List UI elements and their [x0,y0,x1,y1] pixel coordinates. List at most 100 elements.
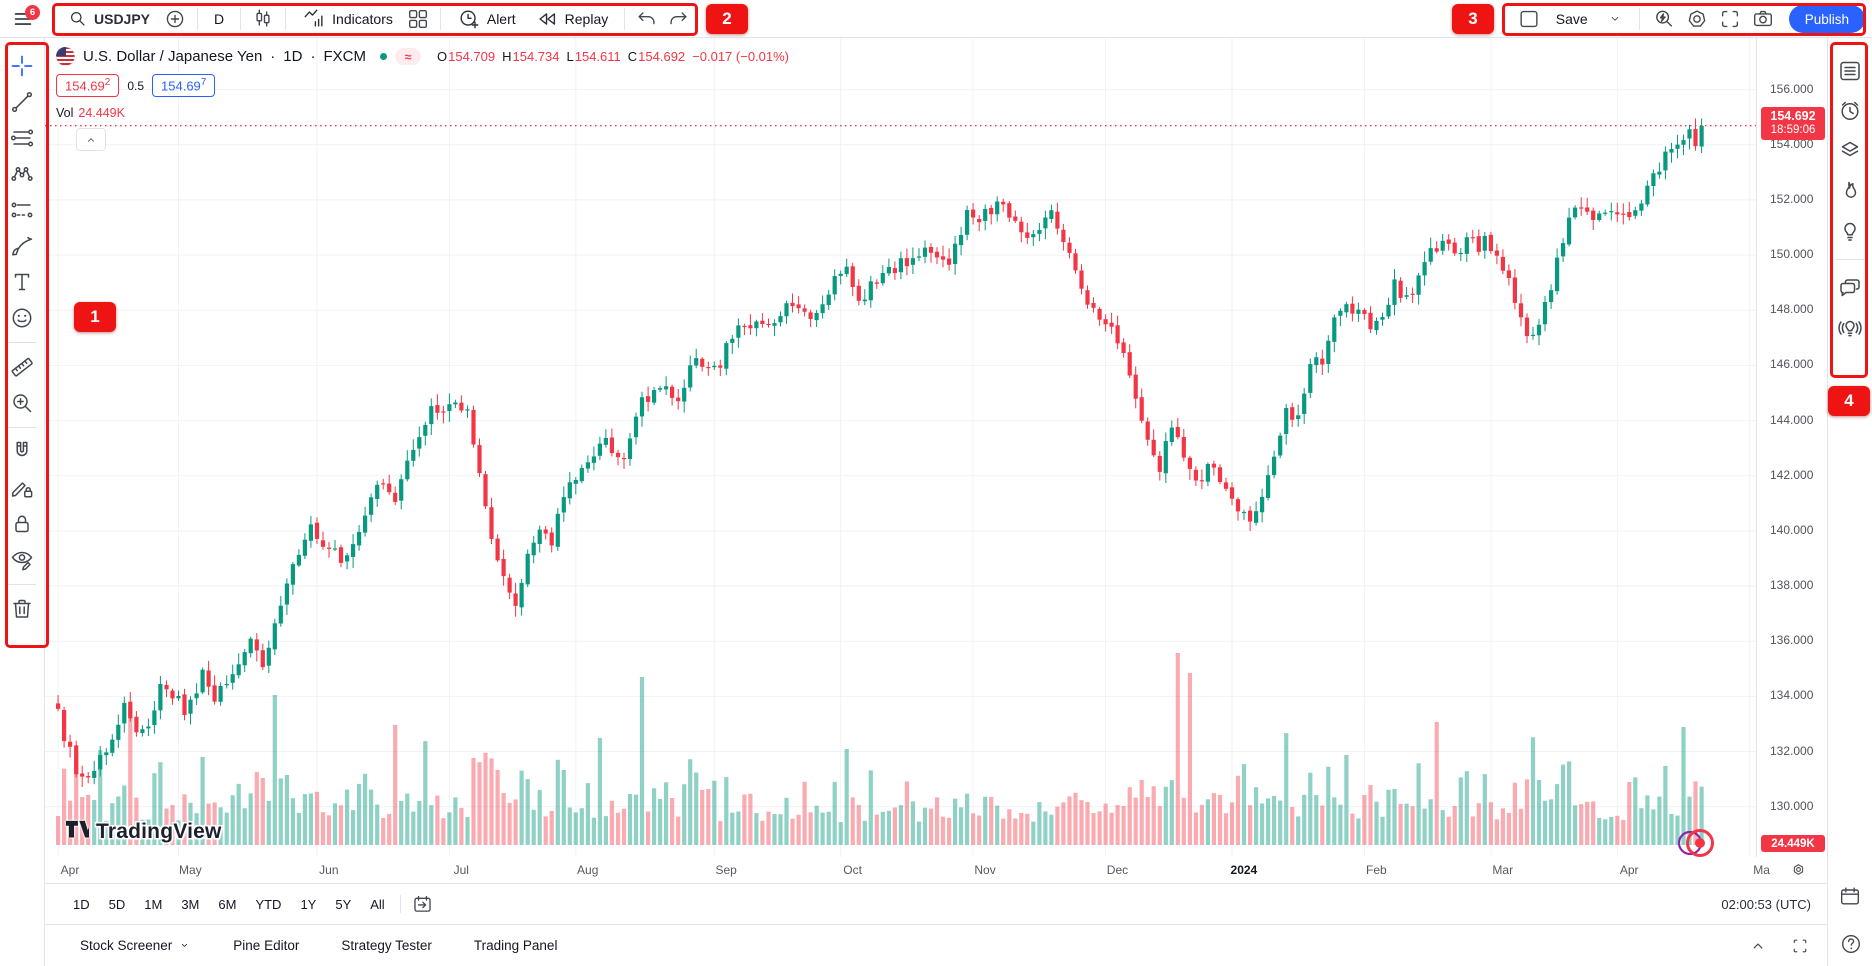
buy-price-button[interactable]: 154.697 [152,74,216,98]
candlestick-volume-svg [45,38,1756,857]
price-scale-axis[interactable]: 154.692 18:59:06 24.449K 156.000 154.000 1… [1756,38,1827,857]
range-ytd-button[interactable]: YTD [247,893,289,916]
xabcd-pattern-icon[interactable] [7,159,37,189]
range-1m-button[interactable]: 1M [136,893,170,916]
top-right-actions: Save Publish [1514,0,1865,38]
quick-search-icon[interactable] [1649,4,1679,34]
undo-button[interactable] [632,4,662,34]
tab-pine-editor[interactable]: Pine Editor [233,938,300,953]
chart-settings-gear-icon[interactable] [1682,4,1712,34]
chart-style-button[interactable] [248,4,278,34]
range-1y-button[interactable]: 1Y [292,893,324,916]
tab-strategy-tester[interactable]: Strategy Tester [341,938,432,953]
alerts-clock-icon[interactable] [1835,96,1865,126]
publish-button[interactable]: Publish [1788,5,1865,33]
magnet-icon[interactable] [7,437,37,467]
ruler-icon[interactable] [7,352,37,382]
time-tick-label: 2024 [1230,863,1258,877]
range-1d-button[interactable]: 1D [65,893,98,916]
redo-button[interactable] [663,4,693,34]
date-range-bar: 1D 5D 1M 3M 6M YTD 1Y 5Y All 02:00:53 (UTC) [45,884,1827,925]
symbol-search-button[interactable]: USDJPY [58,4,159,34]
panel-maximize-icon[interactable] [1785,931,1815,961]
market-status-dot[interactable] [379,53,387,60]
top-toolbar: 6 USDJPY D Indicators Alert [0,0,1872,38]
help-icon[interactable] [1836,929,1866,959]
crosshair-icon[interactable] [7,51,37,81]
bottom-panel-bar: Stock Screener Pine Editor Strategy Tester… [45,925,1827,966]
fullscreen-icon[interactable] [1715,4,1745,34]
range-5d-button[interactable]: 5D [101,893,134,916]
fib-retracement-icon[interactable] [7,123,37,153]
replay-icon [535,7,559,31]
collapse-legend-button[interactable] [76,128,106,151]
go-to-date-icon[interactable] [408,889,438,919]
range-divider [399,895,401,913]
prediction-icon[interactable] [7,195,37,225]
range-3m-button[interactable]: 3M [173,893,207,916]
bar-countdown: 18:59:06 [1770,124,1816,136]
time-tick-label: Dec [1106,863,1129,877]
volume-label[interactable]: Vol [56,106,74,121]
object-tree-icon[interactable] [1835,136,1865,166]
alert-button[interactable]: Alert [448,4,525,34]
remove-drawings-icon[interactable] [7,594,37,624]
sell-price-button[interactable]: 154.692 [56,74,120,98]
exchange-label[interactable]: FXCM [323,48,366,65]
streams-bulb-icon[interactable] [1835,313,1865,343]
hotlists-flame-icon[interactable] [1835,176,1865,206]
ohlc-h-value: H 154.734 [502,49,560,64]
compare-add-symbol-button[interactable] [160,4,190,34]
time-tick-label: Aug [577,863,599,877]
price-chart-canvas[interactable] [45,38,1756,857]
toolbar-divider [8,584,36,585]
time-tick-label: Ma [1753,863,1770,877]
layout-select-button[interactable] [1514,4,1544,34]
emoji-icon[interactable] [7,303,37,333]
snapshot-camera-icon[interactable] [1748,4,1778,34]
text-icon[interactable] [7,267,37,297]
hide-drawings-icon[interactable] [7,545,37,575]
toolbar-divider [8,342,36,343]
tab-trading-panel[interactable]: Trading Panel [473,938,558,953]
range-all-button[interactable]: All [362,893,392,916]
trend-line-icon[interactable] [7,87,37,117]
ohlc-values: O 154.709 H 154.734 L 154.611 C 154.692 −0.017 (… [437,49,789,64]
ideas-bulb-icon[interactable] [1835,216,1865,246]
indicators-button[interactable]: Indicators [293,4,402,34]
time-tick-label: Oct [843,863,862,877]
tab-stock-screener[interactable]: Stock Screener [80,938,191,953]
interval-label[interactable]: 1D [283,48,303,65]
save-layout-button[interactable]: Save [1547,4,1597,34]
chart-area: U.S. Dollar / Japanese Yen · 1D · FXCM ≈… [45,38,1827,966]
brush-icon[interactable] [7,231,37,261]
last-price-badge: 154.692 18:59:06 [1761,107,1825,140]
price-tick-label: 156.000 [1770,81,1814,96]
indicator-templates-button[interactable] [403,4,433,34]
range-5y-button[interactable]: 5Y [327,893,359,916]
time-tick-label: Apr [1619,863,1639,877]
replay-button[interactable]: Replay [526,4,618,34]
watchlist-icon[interactable] [1835,56,1865,86]
toolbar-divider [197,7,199,30]
price-tick-label: 148.000 [1770,302,1814,317]
economic-calendar-icon[interactable] [1835,881,1865,911]
save-dropdown-caret[interactable] [1600,4,1630,34]
time-tick-label: Feb [1365,863,1387,877]
session-clock[interactable]: 02:00:53 (UTC) [1721,896,1811,912]
symbol-title[interactable]: U.S. Dollar / Japanese Yen [83,48,263,65]
toolbar-divider [624,7,626,30]
panel-collapse-chevron-icon[interactable] [1743,931,1773,961]
symbol-name: USDJPY [94,10,151,27]
lock-all-icon[interactable] [7,509,37,539]
price-tick-label: 130.000 [1770,798,1814,813]
chats-icon[interactable] [1835,273,1865,303]
timezone-settings-gear-icon[interactable] [1789,860,1808,879]
zoom-in-icon[interactable] [7,388,37,418]
range-6m-button[interactable]: 6M [210,893,244,916]
interval-button[interactable]: D [205,4,233,34]
volume-value: 24.449K [78,106,125,121]
approx-data-badge[interactable]: ≈ [394,48,421,65]
time-scale-axis[interactable]: Apr May Jun Jul Aug Sep Oct Nov Dec 2024 Feb Mar Apr… [45,857,1827,884]
drawing-lock-icon[interactable] [7,473,37,503]
